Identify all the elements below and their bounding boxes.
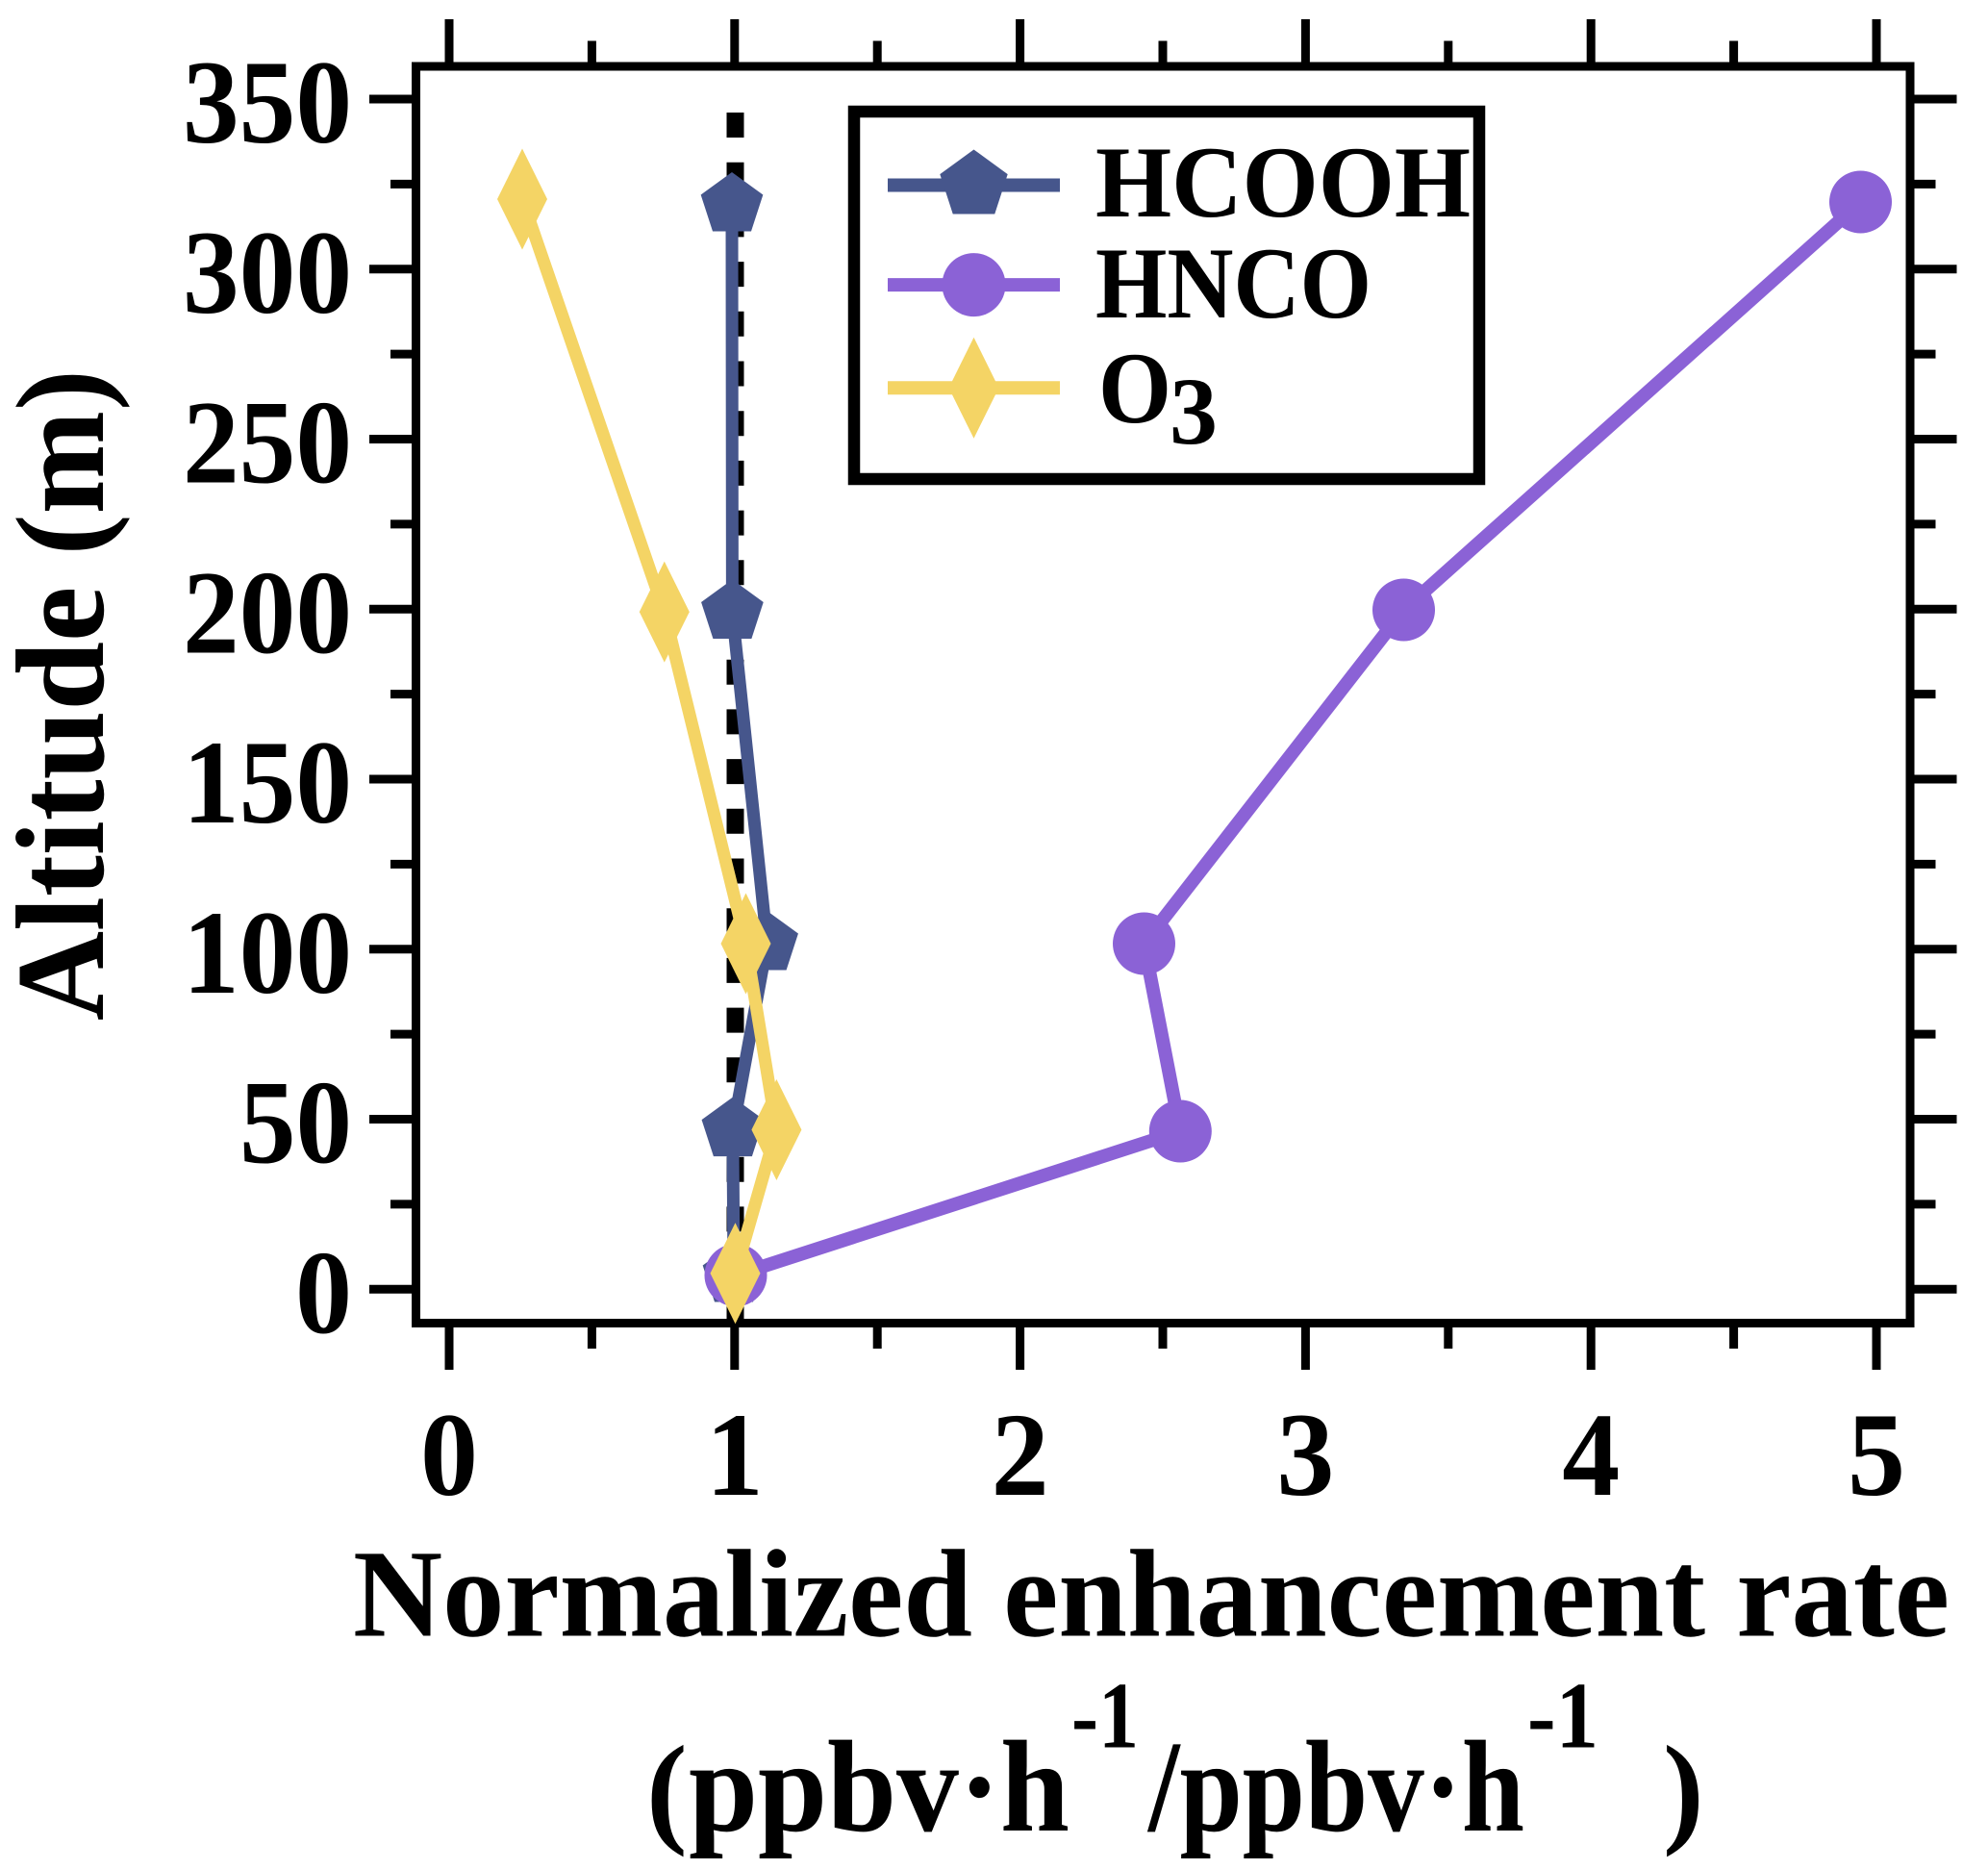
svg-text:150: 150 (183, 717, 352, 848)
svg-text:-1: -1 (1071, 1664, 1139, 1769)
svg-text:300: 300 (183, 207, 352, 339)
svg-text:3: 3 (1276, 1389, 1334, 1521)
svg-text:100: 100 (183, 887, 352, 1019)
svg-text:4: 4 (1562, 1389, 1620, 1521)
svg-text:3: 3 (1170, 358, 1218, 465)
svg-text:HCOOH: HCOOH (1095, 126, 1471, 239)
svg-text:Normalized enhancement rate: Normalized enhancement rate (353, 1526, 1950, 1664)
svg-text:250: 250 (183, 377, 352, 509)
svg-text:-1: -1 (1527, 1664, 1598, 1769)
svg-text:Altitude (m): Altitude (m) (0, 369, 131, 1021)
svg-text:/ppbv·h: /ppbv·h (1146, 1715, 1524, 1859)
svg-text:HNCO: HNCO (1095, 227, 1371, 340)
svg-text:2: 2 (992, 1389, 1049, 1521)
svg-text:5: 5 (1848, 1389, 1905, 1521)
svg-text:350: 350 (183, 37, 352, 168)
svg-text:(: ( (646, 1721, 688, 1857)
svg-text:ppbv·h: ppbv·h (689, 1715, 1069, 1859)
svg-text:): ) (1663, 1721, 1704, 1857)
svg-text:O: O (1098, 332, 1171, 444)
svg-text:50: 50 (239, 1057, 352, 1189)
svg-text:0: 0 (420, 1389, 478, 1521)
svg-text:0: 0 (295, 1226, 352, 1358)
svg-text:200: 200 (183, 546, 352, 678)
svg-text:1: 1 (706, 1389, 764, 1521)
